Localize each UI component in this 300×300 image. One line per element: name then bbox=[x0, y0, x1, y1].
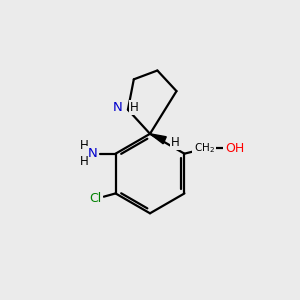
Text: H: H bbox=[80, 139, 89, 152]
Text: CH$_2$: CH$_2$ bbox=[194, 142, 214, 155]
Text: OH: OH bbox=[225, 142, 244, 155]
Text: Cl: Cl bbox=[90, 192, 102, 205]
Text: N: N bbox=[113, 101, 123, 114]
Text: H: H bbox=[171, 136, 180, 149]
Text: N: N bbox=[88, 147, 98, 160]
Polygon shape bbox=[150, 134, 166, 144]
Text: H: H bbox=[80, 155, 89, 168]
Text: H: H bbox=[130, 101, 138, 114]
